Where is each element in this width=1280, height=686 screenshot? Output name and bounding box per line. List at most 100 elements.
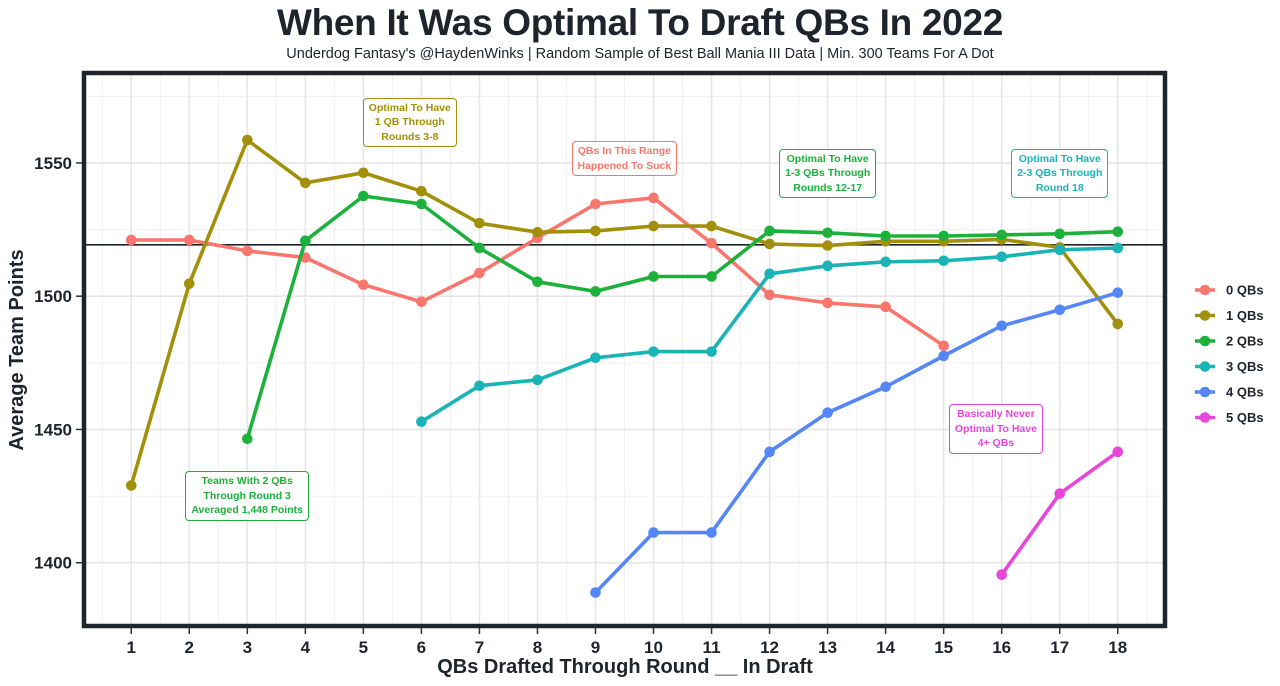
x-tick-label: 7 xyxy=(475,638,484,657)
data-point xyxy=(996,320,1007,332)
series-line xyxy=(129,138,1120,488)
data-point xyxy=(590,198,601,210)
data-point xyxy=(822,407,833,418)
data-point xyxy=(996,229,1007,241)
legend-label: 4 QBs xyxy=(1226,385,1264,400)
data-point xyxy=(590,225,601,237)
data-point xyxy=(880,301,891,313)
x-tick-label: 10 xyxy=(644,638,663,657)
data-point xyxy=(1054,488,1066,499)
legend-item: 1 QBs xyxy=(1195,308,1264,323)
chart-subtitle: Underdog Fantasy's @HaydenWinks | Random… xyxy=(286,46,994,62)
y-tick-label: 1500 xyxy=(34,287,72,306)
legend-swatch-dot xyxy=(1199,386,1211,398)
data-point xyxy=(300,177,311,189)
data-point xyxy=(706,271,717,282)
data-point xyxy=(764,446,775,458)
series-2-qbs xyxy=(242,190,1124,445)
x-tick-label: 4 xyxy=(301,638,311,657)
series-group xyxy=(125,134,1124,598)
data-point xyxy=(938,255,949,267)
data-point xyxy=(938,340,949,352)
data-point xyxy=(532,374,543,386)
data-point xyxy=(764,289,775,301)
data-point xyxy=(880,256,891,268)
x-tick-label: 6 xyxy=(417,638,426,657)
data-point xyxy=(358,190,369,202)
annotation-label: Optimal To Have 1-3 QBs Through Rounds 1… xyxy=(779,148,877,199)
data-point xyxy=(1112,287,1124,299)
annotation-label: Basically Never Optimal To Have 4+ QBs xyxy=(948,404,1043,454)
annotation-label: QBs In This Range Happened To Suck xyxy=(571,141,678,177)
chart-title: When It Was Optimal To Draft QBs In 2022 xyxy=(276,2,1004,43)
data-point xyxy=(648,527,659,538)
x-tick-label: 12 xyxy=(760,638,779,657)
legend-label: 0 QBs xyxy=(1226,283,1264,298)
data-point xyxy=(125,480,137,491)
data-point xyxy=(242,134,253,146)
legend-label: 1 QBs xyxy=(1226,308,1264,323)
data-point xyxy=(416,296,427,308)
data-point xyxy=(648,192,659,204)
x-tick-label: 16 xyxy=(992,638,1011,657)
y-axis-title: Average Team Points xyxy=(6,249,28,450)
x-tick-label: 18 xyxy=(1108,638,1127,657)
legend-swatch-dot xyxy=(1199,361,1211,372)
legend-item: 2 QBs xyxy=(1195,334,1264,349)
y-tick-label: 1400 xyxy=(34,554,72,573)
data-point xyxy=(938,230,949,242)
data-point xyxy=(880,230,891,242)
x-axis: 1 2 3 4 5 6 7 8 9 10 11 12 13 14 15 16 17 18 xyxy=(127,628,1127,657)
data-point xyxy=(183,278,195,289)
x-tick-label: 2 xyxy=(185,638,194,657)
legend-label: 2 QBs xyxy=(1226,334,1264,349)
x-tick-label: 5 xyxy=(359,638,368,657)
x-tick-label: 9 xyxy=(591,638,600,657)
data-point xyxy=(474,380,485,392)
x-tick-label: 17 xyxy=(1050,638,1069,657)
data-point xyxy=(822,297,833,309)
series-0-qbs xyxy=(125,192,949,352)
data-point xyxy=(648,271,659,282)
series-4-qbs xyxy=(590,287,1124,598)
data-point xyxy=(822,240,833,251)
plot-panel-border xyxy=(81,70,1168,629)
data-point xyxy=(706,237,717,249)
data-point xyxy=(590,587,601,598)
legend-swatch-dot xyxy=(1199,284,1211,296)
series-5-qbs xyxy=(996,446,1124,580)
data-point xyxy=(996,569,1007,580)
data-point xyxy=(706,527,717,538)
annotation-label: Optimal To Have 1 QB Through Rounds 3-8 xyxy=(362,97,457,148)
data-point xyxy=(358,279,369,291)
x-tick-label: 8 xyxy=(533,638,542,657)
data-point xyxy=(822,260,833,272)
data-point xyxy=(242,433,253,445)
data-point xyxy=(300,235,311,247)
x-tick-label: 14 xyxy=(876,638,895,657)
data-point xyxy=(996,251,1007,263)
annotation-label: Teams With 2 QBs Through Round 3 Average… xyxy=(185,471,309,521)
legend-swatch-dot xyxy=(1199,412,1211,423)
data-point xyxy=(242,245,253,257)
legend-item: 4 QBs xyxy=(1195,385,1264,400)
y-tick-label: 1550 xyxy=(34,154,72,173)
data-point xyxy=(183,234,195,246)
legend: 0 QBs 1 QBs 2 QBs 3 QBs 4 QBs 5 QBs xyxy=(1195,283,1264,425)
data-point xyxy=(474,217,485,229)
data-point xyxy=(706,220,717,232)
series-line xyxy=(245,194,1120,441)
data-point xyxy=(706,346,717,357)
legend-label: 3 QBs xyxy=(1226,359,1264,374)
legend-item: 3 QBs xyxy=(1195,359,1264,374)
series-line xyxy=(593,290,1120,595)
legend-swatch-dot xyxy=(1199,335,1211,347)
y-tick-label: 1450 xyxy=(34,420,72,439)
data-point xyxy=(764,238,775,250)
data-point xyxy=(532,226,543,238)
data-point xyxy=(648,220,659,232)
data-point xyxy=(590,352,601,364)
x-tick-label: 15 xyxy=(934,638,953,657)
data-point xyxy=(416,198,427,210)
